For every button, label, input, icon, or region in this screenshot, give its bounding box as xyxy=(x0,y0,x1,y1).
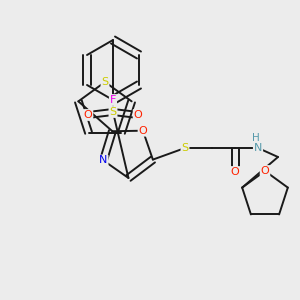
Text: O: O xyxy=(139,126,147,136)
Text: S: S xyxy=(110,107,117,117)
Text: S: S xyxy=(182,143,189,153)
Text: N: N xyxy=(99,155,108,166)
Text: O: O xyxy=(261,166,269,176)
Text: N: N xyxy=(254,143,262,153)
Text: H: H xyxy=(252,133,260,143)
Text: S: S xyxy=(101,77,109,87)
Text: O: O xyxy=(84,110,92,120)
Text: O: O xyxy=(231,167,239,177)
Text: F: F xyxy=(110,95,116,105)
Text: O: O xyxy=(134,110,142,120)
